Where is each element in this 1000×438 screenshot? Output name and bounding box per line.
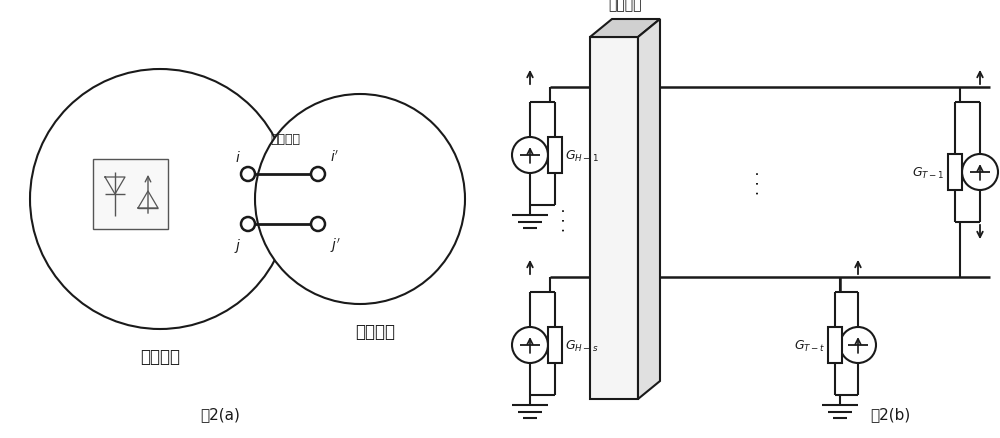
Polygon shape: [590, 20, 660, 38]
Bar: [948, 155, 962, 191]
Text: $G_{H-s}$: $G_{H-s}$: [565, 338, 598, 353]
Bar: [93, 159, 168, 230]
Text: · · ·: · · ·: [753, 170, 768, 195]
Circle shape: [512, 138, 548, 173]
Text: $j$: $j$: [234, 237, 242, 254]
Text: $G_{H-1}$: $G_{H-1}$: [565, 148, 599, 163]
Bar: [548, 327, 562, 363]
Circle shape: [311, 168, 325, 182]
Bar: [828, 327, 842, 363]
Text: $i$: $i$: [235, 150, 241, 165]
Text: 开关子网: 开关子网: [140, 347, 180, 365]
Circle shape: [241, 218, 255, 231]
Circle shape: [962, 155, 998, 191]
Circle shape: [255, 95, 465, 304]
Polygon shape: [638, 20, 660, 399]
Text: 图2(b): 图2(b): [870, 406, 910, 421]
Text: $G_{T-1}$: $G_{T-1}$: [912, 165, 945, 180]
Text: $j'$: $j'$: [330, 237, 341, 254]
Text: $G_{T-t}$: $G_{T-t}$: [794, 338, 825, 353]
Text: $i'$: $i'$: [330, 149, 339, 165]
Text: · · ·: · · ·: [558, 207, 572, 232]
Text: 边界节点: 边界节点: [270, 133, 300, 146]
Polygon shape: [590, 38, 638, 399]
Text: 常规子网: 常规子网: [355, 322, 395, 340]
Circle shape: [840, 327, 876, 363]
Circle shape: [311, 218, 325, 231]
Bar: [548, 138, 562, 173]
Circle shape: [241, 168, 255, 182]
Text: 边界节点: 边界节点: [608, 0, 642, 12]
Circle shape: [512, 327, 548, 363]
Text: 图2(a): 图2(a): [200, 406, 240, 421]
Circle shape: [30, 70, 290, 329]
